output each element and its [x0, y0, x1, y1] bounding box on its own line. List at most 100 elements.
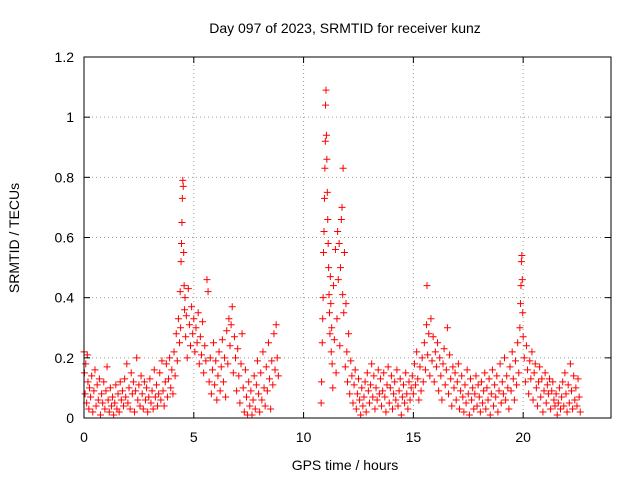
data-point	[234, 345, 242, 353]
data-point	[405, 378, 413, 386]
data-point	[335, 240, 343, 248]
data-point	[497, 399, 505, 407]
data-point	[358, 384, 366, 392]
data-point	[261, 402, 269, 410]
data-point	[445, 390, 453, 398]
data-point	[143, 384, 151, 392]
data-point	[352, 405, 360, 413]
data-point	[414, 375, 422, 383]
data-point	[325, 291, 333, 299]
data-point	[120, 402, 128, 410]
data-point	[165, 375, 173, 383]
data-point	[566, 360, 574, 368]
data-point	[338, 203, 346, 211]
data-point	[453, 378, 461, 386]
data-point	[240, 408, 248, 416]
data-point	[250, 372, 258, 380]
data-point	[178, 194, 186, 202]
data-point	[193, 339, 201, 347]
data-point	[389, 405, 397, 413]
data-point	[486, 411, 494, 419]
data-point	[537, 393, 545, 401]
data-point	[325, 264, 333, 272]
data-point	[485, 375, 493, 383]
data-point	[529, 396, 537, 404]
data-point	[476, 408, 484, 416]
data-point	[85, 384, 93, 392]
y-axis-label: SRMTID / TECUs	[6, 183, 22, 293]
data-point	[125, 384, 133, 392]
data-point	[344, 378, 351, 386]
data-point	[171, 372, 179, 380]
data-point	[318, 339, 326, 347]
data-point	[379, 387, 387, 395]
data-point	[386, 384, 394, 392]
data-point	[92, 402, 100, 410]
data-point	[162, 360, 170, 368]
data-point	[363, 369, 371, 377]
data-point	[118, 387, 126, 395]
data-point	[233, 387, 241, 395]
data-point	[238, 330, 246, 338]
data-point	[432, 363, 440, 371]
data-point	[362, 408, 370, 416]
data-point	[327, 300, 335, 308]
data-point	[517, 300, 525, 308]
data-point	[434, 339, 442, 347]
data-point	[371, 405, 379, 413]
grid	[84, 57, 611, 418]
data-point	[217, 363, 225, 371]
data-point	[320, 249, 328, 257]
data-point	[381, 393, 389, 401]
data-point	[503, 372, 511, 380]
data-point	[530, 369, 538, 377]
data-point	[219, 378, 227, 386]
data-point	[401, 399, 409, 407]
data-point	[516, 324, 524, 332]
data-point	[228, 303, 236, 311]
data-point	[403, 390, 411, 398]
y-tick-label: 0	[66, 410, 74, 426]
data-point	[504, 384, 512, 392]
data-point	[328, 360, 336, 368]
data-point	[202, 357, 210, 365]
data-point	[378, 402, 386, 410]
data-point	[348, 372, 356, 380]
data-point	[320, 194, 328, 202]
data-point	[218, 336, 226, 344]
data-point	[488, 366, 496, 374]
data-point	[514, 339, 522, 347]
data-point	[319, 294, 327, 302]
data-point	[351, 366, 359, 374]
data-point	[382, 408, 390, 416]
data-point	[271, 366, 279, 374]
data-point	[160, 402, 168, 410]
data-point	[189, 330, 197, 338]
data-point	[538, 375, 546, 383]
data-point	[94, 396, 102, 404]
data-point	[260, 384, 268, 392]
data-point	[413, 348, 421, 356]
data-point	[505, 405, 513, 413]
data-point	[227, 321, 235, 329]
data-point	[494, 408, 502, 416]
data-point	[436, 354, 444, 362]
y-tick-label: 0.4	[55, 290, 75, 306]
data-point	[407, 384, 415, 392]
data-point	[223, 327, 231, 335]
data-point	[263, 387, 271, 395]
x-axis-label: GPS time / hours	[292, 457, 399, 473]
data-point	[536, 363, 544, 371]
data-point	[452, 396, 460, 404]
data-point	[402, 369, 410, 377]
data-point	[528, 348, 536, 356]
data-point	[322, 86, 330, 94]
data-point	[129, 378, 137, 386]
data-point	[104, 396, 112, 404]
data-point	[84, 378, 92, 386]
data-point	[117, 396, 125, 404]
data-point	[533, 402, 541, 410]
data-point	[459, 393, 467, 401]
data-point	[450, 384, 458, 392]
data-point	[179, 176, 187, 184]
